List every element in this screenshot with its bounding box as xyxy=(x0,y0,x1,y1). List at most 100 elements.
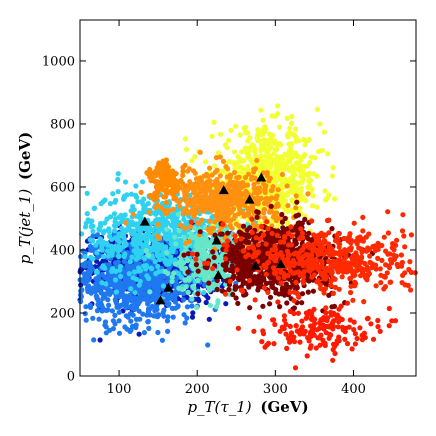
data-point xyxy=(152,308,158,314)
data-point xyxy=(279,198,285,205)
data-point xyxy=(78,298,84,305)
data-point xyxy=(257,166,263,172)
data-point xyxy=(229,263,235,269)
data-point xyxy=(233,123,239,129)
data-point xyxy=(149,297,155,303)
data-point xyxy=(379,257,385,263)
data-point xyxy=(128,318,134,324)
data-point xyxy=(281,166,287,173)
data-point xyxy=(291,298,297,304)
data-point xyxy=(267,294,274,300)
data-point xyxy=(322,269,328,275)
data-point xyxy=(268,255,274,261)
data-point xyxy=(330,260,336,266)
data-point xyxy=(205,284,211,290)
data-point xyxy=(88,264,94,270)
data-point xyxy=(151,196,157,202)
data-point xyxy=(350,297,356,303)
data-point xyxy=(273,167,279,173)
data-point xyxy=(291,305,297,311)
data-point xyxy=(364,277,370,283)
data-point xyxy=(355,235,361,241)
data-point xyxy=(182,320,188,326)
data-point xyxy=(136,227,143,233)
data-point xyxy=(203,232,209,238)
data-point xyxy=(247,135,253,141)
data-point xyxy=(168,181,175,187)
data-point xyxy=(280,191,286,197)
data-point xyxy=(80,248,86,254)
data-point xyxy=(299,291,306,297)
data-point xyxy=(89,218,95,224)
data-point xyxy=(215,150,222,156)
data-point xyxy=(156,278,162,285)
data-point xyxy=(373,283,379,289)
data-point xyxy=(175,304,181,310)
data-point xyxy=(227,256,233,262)
data-point xyxy=(152,190,158,196)
data-point xyxy=(105,253,111,259)
data-point xyxy=(100,199,106,205)
data-point xyxy=(262,160,268,166)
data-point xyxy=(278,239,284,245)
data-point xyxy=(146,325,152,331)
data-point xyxy=(126,271,132,277)
data-point xyxy=(78,292,84,298)
data-point xyxy=(103,324,109,330)
data-point xyxy=(112,277,119,283)
data-point xyxy=(232,286,238,292)
data-point xyxy=(105,242,111,248)
data-point xyxy=(265,226,271,232)
data-point xyxy=(275,275,282,281)
data-point xyxy=(79,262,85,268)
data-point xyxy=(273,258,279,264)
data-point xyxy=(228,127,234,133)
data-point xyxy=(113,268,119,274)
data-point xyxy=(263,280,270,286)
data-point xyxy=(189,158,195,164)
data-point xyxy=(327,252,333,258)
data-point xyxy=(195,296,201,302)
data-point xyxy=(113,197,119,203)
data-point xyxy=(162,235,168,241)
data-point xyxy=(201,290,207,296)
data-point xyxy=(226,159,232,165)
data-point xyxy=(309,274,315,280)
data-point xyxy=(322,188,328,194)
data-point xyxy=(214,286,220,292)
data-point xyxy=(201,208,207,214)
data-point xyxy=(336,286,342,292)
data-point xyxy=(90,256,96,262)
data-point xyxy=(189,303,195,309)
data-point xyxy=(347,231,353,237)
data-point xyxy=(111,245,117,251)
data-point xyxy=(319,244,325,250)
data-point xyxy=(165,168,171,174)
data-point xyxy=(398,252,404,258)
data-point xyxy=(271,177,277,183)
data-point xyxy=(245,182,251,188)
data-point xyxy=(165,328,171,334)
data-point xyxy=(302,152,308,158)
data-point xyxy=(172,299,178,305)
data-point xyxy=(326,192,332,198)
data-point xyxy=(159,337,165,343)
data-point xyxy=(94,250,100,256)
data-point xyxy=(145,170,151,177)
data-point xyxy=(270,132,276,138)
data-point xyxy=(324,248,330,254)
data-point xyxy=(287,158,293,164)
data-point xyxy=(170,314,176,320)
data-point xyxy=(233,259,239,265)
data-point xyxy=(266,259,272,265)
data-point xyxy=(227,174,233,181)
data-point xyxy=(360,214,366,220)
data-point xyxy=(157,256,163,263)
data-point xyxy=(115,189,121,195)
data-point xyxy=(118,212,124,218)
data-point xyxy=(121,234,127,240)
data-point xyxy=(136,331,142,337)
data-point xyxy=(129,254,135,260)
data-point xyxy=(296,260,302,266)
data-point xyxy=(83,304,89,310)
